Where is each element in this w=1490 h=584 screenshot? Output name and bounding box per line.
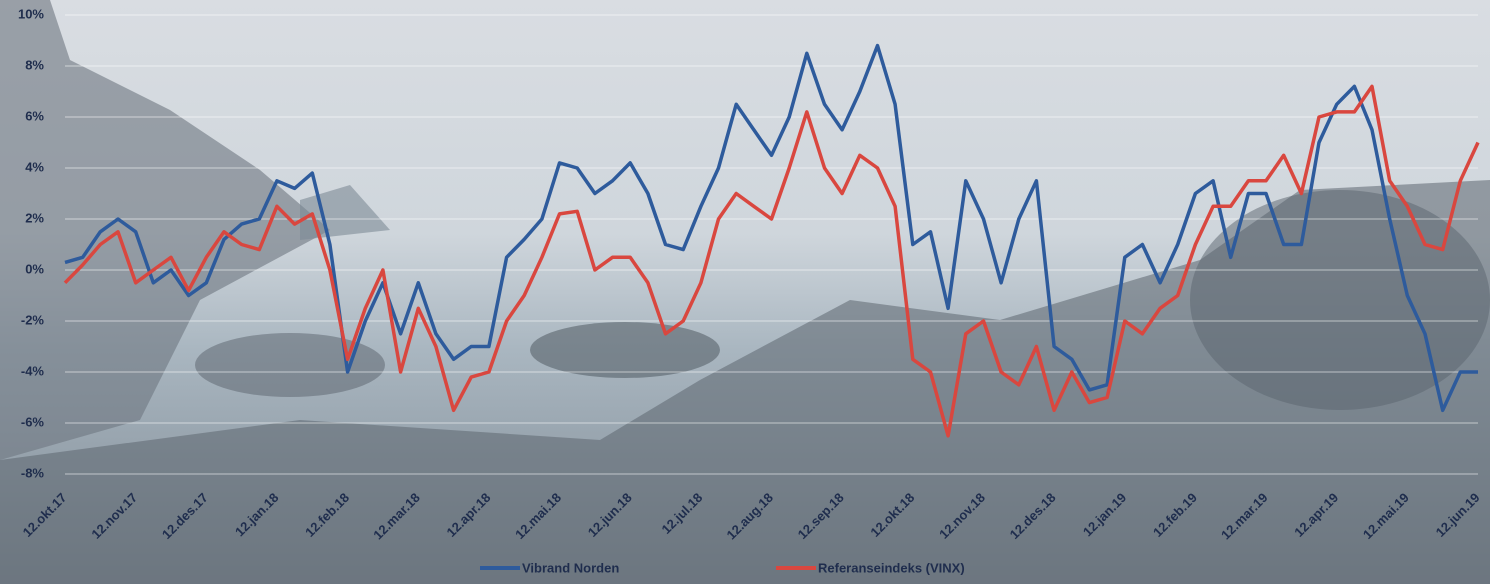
y-tick-label: -8% — [21, 465, 45, 480]
y-tick-label: 10% — [18, 6, 44, 21]
legend-label: Vibrand Norden — [522, 560, 619, 575]
y-tick-label: -2% — [21, 312, 45, 327]
y-tick-label: -6% — [21, 414, 45, 429]
y-tick-label: 8% — [25, 57, 44, 72]
y-tick-label: -4% — [21, 363, 45, 378]
y-tick-label: 4% — [25, 159, 44, 174]
y-tick-label: 2% — [25, 210, 44, 225]
y-tick-label: 6% — [25, 108, 44, 123]
series-line — [63, 84, 1480, 438]
legend-label: Referanseindeks (VINX) — [818, 560, 965, 575]
y-tick-label: 0% — [25, 261, 44, 276]
series-line — [64, 43, 1478, 413]
